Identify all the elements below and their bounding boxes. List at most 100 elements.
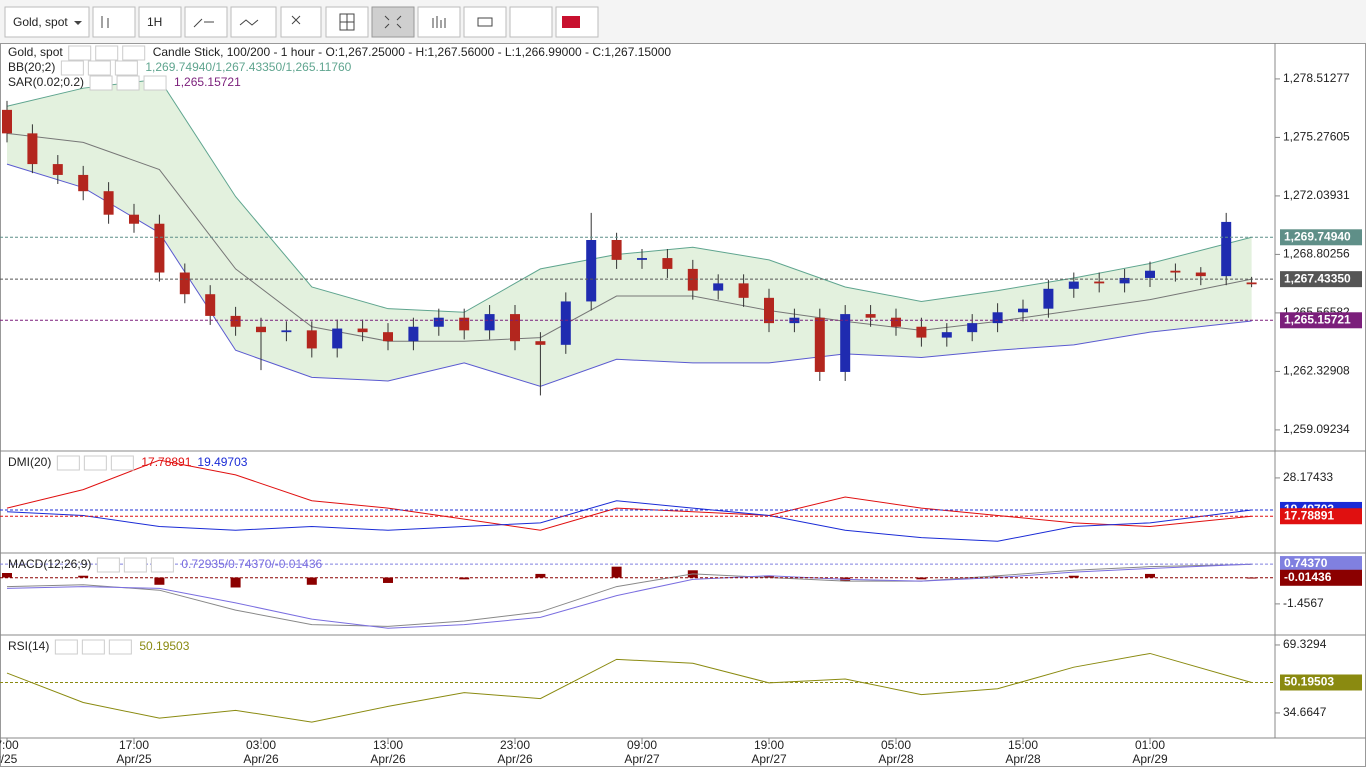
candle-body xyxy=(1195,272,1206,277)
price-badge-label: 50.19503 xyxy=(1284,675,1334,689)
candle-body xyxy=(2,109,12,134)
panel-label: RSI(14) xyxy=(8,639,49,653)
candle-body xyxy=(433,317,444,327)
price-badge xyxy=(1280,271,1362,288)
macd-hist xyxy=(459,577,470,580)
candle-body xyxy=(687,268,698,291)
toolbar xyxy=(0,0,1366,43)
candle-body xyxy=(230,315,241,327)
panel-icon[interactable] xyxy=(96,557,120,573)
price-badge-label: -0.01436 xyxy=(1284,570,1332,584)
candle-body xyxy=(840,314,851,372)
volume-button[interactable] xyxy=(417,6,461,38)
candle-body xyxy=(154,223,165,273)
panel-icon[interactable] xyxy=(81,639,105,655)
y-tick-label: 1,278.51277 xyxy=(1283,71,1350,85)
y-tick-label: -1.4567 xyxy=(1283,596,1324,610)
candle-body xyxy=(891,317,901,327)
panel-label: Candle Stick, 100/200 - 1 hour - O:1,267… xyxy=(153,45,672,59)
y-tick-label: 1,259.09234 xyxy=(1283,422,1350,436)
panel-icon[interactable] xyxy=(60,60,84,76)
candle-body xyxy=(1018,308,1028,313)
candle-body xyxy=(586,239,597,302)
macd-hist xyxy=(1145,573,1155,578)
x-tick-label: 7:00 xyxy=(0,738,19,752)
macd-hist xyxy=(383,577,393,583)
candle-body xyxy=(52,164,63,175)
x-date-label: r/25 xyxy=(0,752,18,766)
candle-body xyxy=(1094,281,1105,284)
candle-body xyxy=(459,317,470,331)
x-tick-label: 05:00 xyxy=(881,738,911,752)
macd-hist xyxy=(1068,575,1079,578)
candle-body xyxy=(256,326,266,333)
indicator-button[interactable] xyxy=(230,6,277,38)
price-badge xyxy=(1280,674,1362,691)
candle-body xyxy=(611,239,622,260)
x-date-label: Apr/25 xyxy=(116,752,152,766)
price-badge xyxy=(1280,312,1362,329)
candle-body xyxy=(1119,277,1130,284)
interval-select[interactable] xyxy=(138,6,182,38)
x-tick-label: 03:00 xyxy=(246,738,276,752)
price-badge-label: 0.74370 xyxy=(1284,556,1328,570)
chart-type-button[interactable] xyxy=(92,6,136,38)
panel-icon[interactable] xyxy=(150,557,174,573)
candle-body xyxy=(941,332,952,338)
panel-icon[interactable] xyxy=(89,75,113,91)
settings-button[interactable] xyxy=(509,6,553,38)
candle-body xyxy=(1068,281,1079,289)
candle-body xyxy=(764,297,774,324)
panel-icon[interactable] xyxy=(54,639,78,655)
panel-icon[interactable] xyxy=(108,639,132,655)
candle-body xyxy=(992,312,1003,324)
macd-hist xyxy=(78,575,89,578)
price-badge xyxy=(1280,229,1362,246)
candle-body xyxy=(179,272,190,295)
candle-body xyxy=(865,314,876,318)
candle-body xyxy=(1246,282,1257,285)
price-badge-label: 1,267.43350 xyxy=(1284,271,1351,285)
panel-label: DMI(20) xyxy=(8,455,51,469)
panel-icon[interactable] xyxy=(95,45,119,61)
dmi-minus xyxy=(6,500,1252,542)
candle-body xyxy=(1170,270,1181,273)
interval-label: 1H xyxy=(147,15,162,29)
x-date-label: Apr/27 xyxy=(624,752,660,766)
clear-button[interactable] xyxy=(280,6,322,38)
y-tick-label: 1,262.32908 xyxy=(1283,364,1350,378)
fullscreen-button[interactable] xyxy=(371,6,415,38)
panel-icon[interactable] xyxy=(87,60,111,76)
panel-icon[interactable] xyxy=(56,455,80,471)
flag-icon xyxy=(562,16,580,28)
panel-icon[interactable] xyxy=(68,45,92,61)
x-date-label: Apr/26 xyxy=(243,752,279,766)
candle-body xyxy=(383,332,393,342)
macd-hist xyxy=(611,566,622,578)
x-date-label: Apr/29 xyxy=(1132,752,1168,766)
panel-icon[interactable] xyxy=(83,455,107,471)
candle-body xyxy=(789,317,800,324)
panel-icon[interactable] xyxy=(123,557,147,573)
panel-label: SAR(0.02;0.2) xyxy=(8,75,84,89)
x-date-label: Apr/26 xyxy=(370,752,406,766)
candle-body xyxy=(1221,221,1232,277)
macd-hist xyxy=(535,573,546,578)
candle-body xyxy=(103,191,114,215)
draw-tool-button[interactable] xyxy=(184,6,228,38)
y-tick-label: 69.3294 xyxy=(1283,637,1327,651)
panel-icon[interactable] xyxy=(110,455,134,471)
print-button[interactable] xyxy=(463,6,507,38)
panel-icon[interactable] xyxy=(114,60,138,76)
y-tick-label: 1,268.80256 xyxy=(1283,247,1350,261)
candle-body xyxy=(535,341,546,345)
candle-body xyxy=(357,328,368,333)
macd-hist xyxy=(764,575,774,578)
panel-icon[interactable] xyxy=(116,75,140,91)
macd-hist xyxy=(916,577,927,580)
panel-icon[interactable] xyxy=(122,45,146,61)
panel-icon[interactable] xyxy=(143,75,167,91)
x-date-label: Apr/27 xyxy=(751,752,787,766)
